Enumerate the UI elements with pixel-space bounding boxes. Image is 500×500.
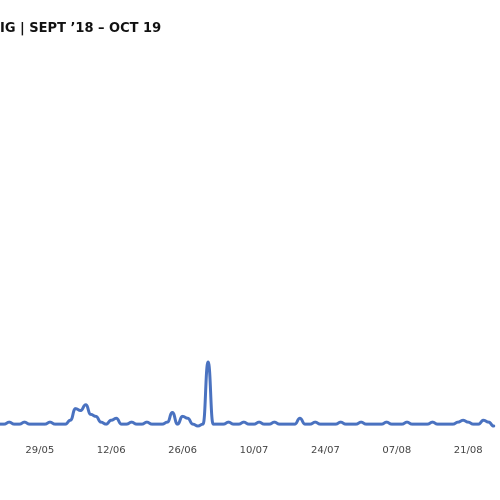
line — [0, 360, 496, 428]
chart-title: IG | SEPT ’18 – OCT 19 — [0, 21, 161, 36]
x-tick-label: 12/06 — [97, 445, 126, 456]
x-tick-label: 24/07 — [311, 445, 340, 456]
x-tick-label: 10/07 — [240, 445, 269, 456]
x-tick-label: 21/08 — [454, 445, 483, 456]
x-tick-label: 07/08 — [382, 445, 411, 456]
x-tick-label: 29/05 — [25, 445, 54, 456]
x-tick-label: 26/06 — [168, 445, 197, 456]
